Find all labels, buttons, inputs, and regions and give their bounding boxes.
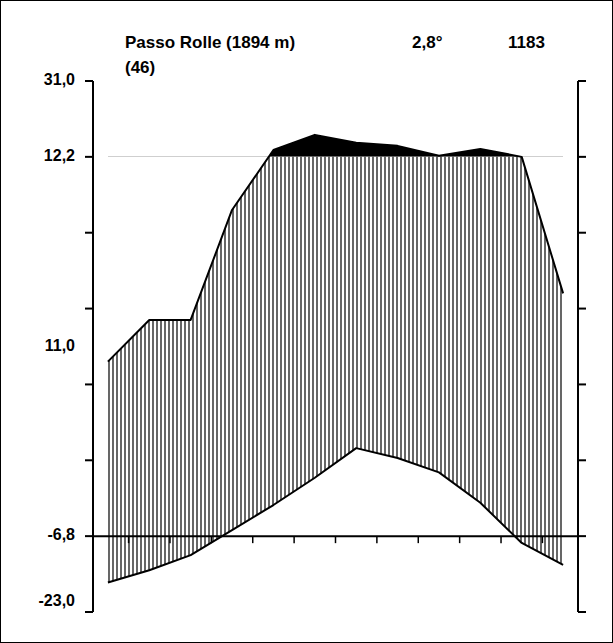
month-tick — [376, 536, 378, 543]
annotation: 12,2 — [44, 147, 75, 164]
y2-tick — [578, 611, 586, 613]
plot-area — [108, 135, 563, 583]
month-tick — [542, 536, 544, 543]
y2-tick — [578, 459, 586, 461]
month-tick — [335, 536, 337, 543]
y-tick — [85, 383, 93, 385]
humid-group — [108, 157, 563, 583]
y2-tick — [578, 383, 586, 385]
annotation: -6,8 — [47, 526, 75, 543]
month-tick — [418, 536, 420, 543]
perhumid-group — [108, 135, 563, 157]
y2-tick — [578, 80, 586, 82]
y2-tick — [578, 535, 586, 537]
y-tick — [85, 156, 93, 158]
month-tick — [459, 536, 461, 543]
annotation: 31,0 — [44, 71, 75, 88]
subtitle: (46) — [125, 58, 155, 77]
y2-tick — [578, 232, 586, 234]
temperature-line — [108, 448, 563, 582]
annotation: -23,0 — [39, 592, 76, 609]
y2-axis — [577, 81, 579, 612]
title: Passo Rolle (1894 m) — [125, 33, 295, 52]
month-tick — [128, 536, 130, 543]
header-value: 1183 — [508, 33, 545, 52]
annotation: 11,0 — [45, 337, 75, 354]
y-tick — [85, 611, 93, 613]
y2-tick — [578, 308, 586, 310]
y-tick — [85, 459, 93, 461]
y-tick — [85, 535, 93, 537]
month-tick — [169, 536, 171, 543]
y-tick — [85, 232, 93, 234]
month-tick — [500, 536, 502, 543]
precipitation-line — [108, 135, 563, 362]
frame — [1, 1, 613, 643]
month-tick — [293, 536, 295, 543]
month-tick — [211, 536, 213, 543]
month-tick — [252, 536, 254, 543]
y2-tick — [578, 156, 586, 158]
y-tick — [85, 308, 93, 310]
humid-area — [108, 157, 563, 583]
climate-diagram: 31,0 12,2 11,0 -6,8 -23,0 Passo Rolle (1894 m… — [0, 0, 613, 643]
y-tick — [85, 80, 93, 82]
y-axis — [92, 81, 94, 612]
header-value: 2,8° — [412, 33, 443, 52]
perhumid-area — [108, 135, 563, 157]
